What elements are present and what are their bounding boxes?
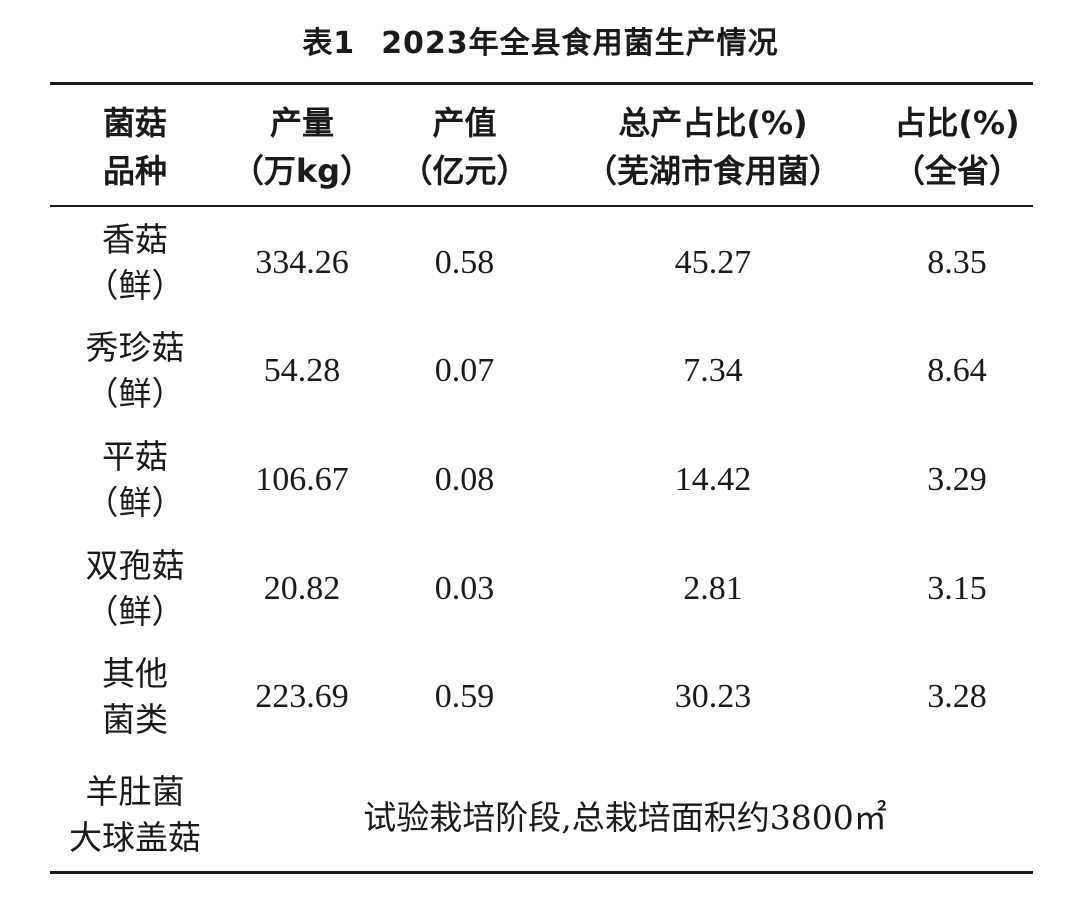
- header-line: 品种: [102, 152, 167, 190]
- variety-name: 羊肚菌: [85, 772, 185, 811]
- top-rule: [50, 82, 1033, 85]
- value-cell: 0.03: [434, 570, 495, 607]
- share-wuhu-cell: 2.81: [683, 570, 743, 607]
- share-wuhu-cell: 45.27: [674, 244, 752, 281]
- variety-cell: 羊肚菌 大球盖菇: [60, 765, 210, 865]
- header-rule: [50, 205, 1033, 207]
- header-line: 总产占比(%): [618, 104, 808, 142]
- table-title-text: 2023年全县食用菌生产情况: [381, 26, 779, 61]
- header-line: （亿元）: [400, 152, 529, 190]
- header-line: 产量: [269, 104, 334, 142]
- output-cell: 106.67: [255, 461, 349, 498]
- variety-name: 双孢菇: [85, 546, 185, 585]
- variety-cell: 秀珍菇 （鲜）: [60, 321, 210, 421]
- header-line: （全省）: [892, 152, 1021, 190]
- header-line: （芜湖市食用菌）: [584, 152, 841, 190]
- header-line: 菌菇: [102, 104, 167, 142]
- value-cell: 0.59: [434, 678, 495, 715]
- output-cell: 20.82: [263, 570, 341, 607]
- variety-name: 香菇: [102, 220, 168, 259]
- table-number: 表1: [302, 26, 356, 61]
- variety-name: 平菇: [102, 437, 168, 476]
- variety-note: 菌类: [102, 700, 168, 739]
- header-line: 产值: [432, 104, 497, 142]
- bottom-rule: [50, 871, 1033, 874]
- variety-cell: 其他 菌类: [60, 647, 210, 747]
- trial-cultivation-note: 试验栽培阶段,总栽培面积约3800㎡: [363, 798, 887, 837]
- variety-cell: 香菇 （鲜）: [60, 213, 210, 313]
- share-province-cell: 3.15: [927, 570, 987, 607]
- share-province-cell: 3.29: [927, 461, 987, 498]
- header-output: 产量 （万kg）: [222, 97, 382, 197]
- share-wuhu-cell: 7.34: [683, 352, 743, 389]
- variety-note: （鲜）: [85, 266, 185, 305]
- header-variety: 菌菇 品种: [60, 97, 210, 197]
- value-cell: 0.07: [434, 352, 495, 389]
- variety-note: （鲜）: [85, 374, 185, 413]
- variety-name: 大球盖菇: [69, 818, 201, 857]
- value-cell: 0.58: [434, 244, 495, 281]
- variety-note: （鲜）: [85, 592, 185, 631]
- share-province-cell: 8.35: [927, 244, 987, 281]
- header-share-province: 占比(%) （全省）: [872, 97, 1042, 197]
- header-value: 产值 （亿元）: [392, 97, 537, 197]
- header-line: （万kg）: [231, 152, 373, 190]
- share-wuhu-cell: 14.42: [674, 461, 752, 498]
- value-cell: 0.08: [434, 461, 495, 498]
- output-cell: 334.26: [255, 244, 349, 281]
- variety-name: 其他: [102, 654, 168, 693]
- output-cell: 223.69: [255, 678, 349, 715]
- variety-note: （鲜）: [85, 483, 185, 522]
- share-province-cell: 8.64: [927, 352, 987, 389]
- variety-name: 秀珍菇: [85, 328, 185, 367]
- share-wuhu-cell: 30.23: [674, 678, 752, 715]
- variety-cell: 平菇 （鲜）: [60, 430, 210, 530]
- output-cell: 54.28: [263, 352, 341, 389]
- header-line: 占比(%): [894, 104, 1020, 142]
- header-share-wuhu: 总产占比(%) （芜湖市食用菌）: [560, 97, 866, 197]
- table-title: 表1 2023年全县食用菌生产情况: [0, 18, 1081, 62]
- variety-cell: 双孢菇 （鲜）: [60, 539, 210, 639]
- share-province-cell: 3.28: [927, 678, 987, 715]
